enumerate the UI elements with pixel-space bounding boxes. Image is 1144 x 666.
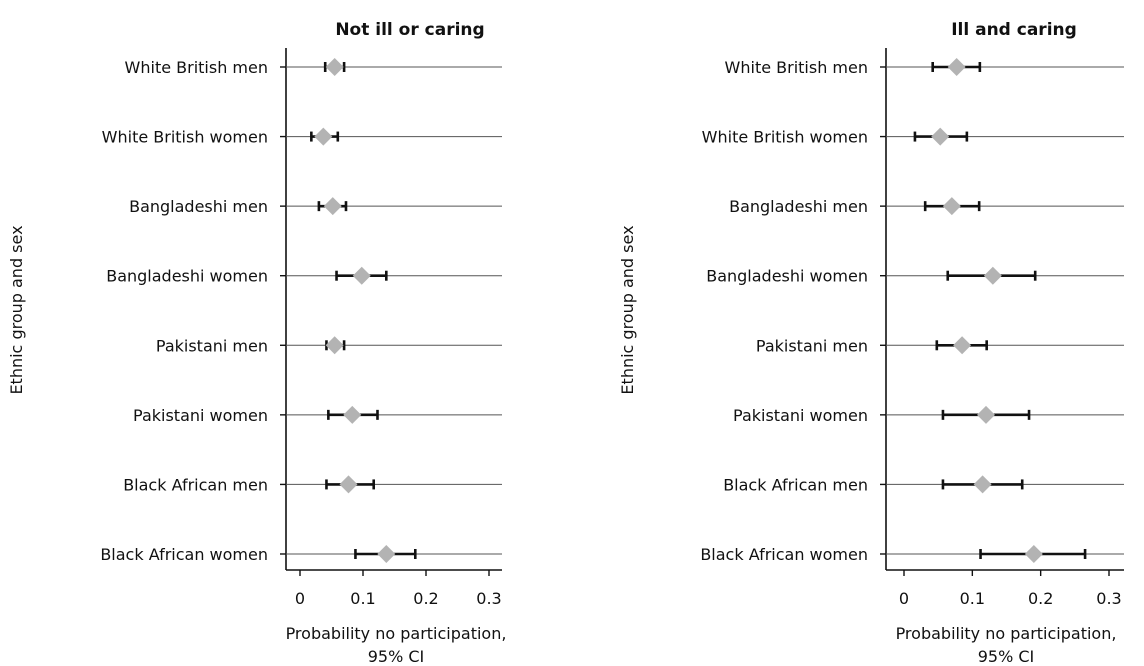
left-category-label: Pakistani men [156,336,268,355]
right-x-axis-label: 95% CI [978,647,1035,666]
right-panel-title: Ill and caring [951,20,1077,40]
left-point-estimate-marker [343,405,362,424]
right-point-estimate-marker [953,336,972,355]
right-x-tick-label: 0 [899,589,909,608]
right-x-tick-label: 0.3 [1096,589,1121,608]
right-row: White British men [725,58,1124,77]
left-row: Pakistani women [133,405,502,425]
right-x-axis-label: Probability no participation, [896,624,1117,643]
right-row: Pakistani men [756,336,1124,355]
left-panel-title: Not ill or caring [335,20,484,40]
right-x-tick-label: 0.1 [960,589,985,608]
right-point-estimate-marker [942,197,961,216]
right-category-label: Black African women [700,545,868,564]
right-x-tick-label: 0.2 [1028,589,1053,608]
left-panel: Not ill or caring Ethnic group and sex 0 0.… [7,20,506,666]
left-x-tick-label: 0.2 [413,589,438,608]
right-row: Black African women [700,544,1124,564]
right-point-estimate-marker [1024,544,1043,563]
left-category-label: Bangladeshi women [106,267,268,286]
left-y-axis-label: Ethnic group and sex [7,225,26,394]
left-category-label: Black African women [100,545,268,564]
right-category-label: Pakistani women [733,406,868,425]
left-row: Black African men [123,475,502,494]
right-point-estimate-marker [983,266,1002,285]
left-point-estimate-marker [325,58,344,76]
left-point-estimate-marker [352,266,371,285]
right-row: Bangladeshi men [729,197,1124,216]
right-category-label: Black African men [723,475,868,494]
right-category-label: Bangladeshi men [729,197,868,216]
left-category-label: Pakistani women [133,406,268,425]
right-point-estimate-marker [973,475,992,494]
right-y-axis-label: Ethnic group and sex [618,225,637,394]
left-point-estimate-marker [314,127,333,146]
right-category-label: Pakistani men [756,336,868,355]
left-row: Pakistani men [156,336,502,355]
right-category-label: Bangladeshi women [706,267,868,286]
left-row: White British men [125,58,502,77]
right-row: Bangladeshi women [706,266,1124,286]
right-point-estimate-marker [977,405,995,424]
right-row: Pakistani women [733,405,1124,425]
left-category-label: Black African men [123,475,268,494]
left-row: White British women [102,127,502,147]
left-category-label: White British men [125,58,268,77]
left-point-estimate-marker [339,475,358,494]
left-x-axis-label: Probability no participation, [286,624,507,643]
left-category-label: Bangladeshi men [129,197,268,216]
right-row: White British women [702,127,1124,147]
right-row: Black African men [723,475,1124,494]
left-x-axis-label: 95% CI [368,647,425,666]
right-panel: Ill and caring Ethnic group and sex 0 0.1 0.… [618,20,1124,666]
left-point-estimate-marker [325,336,344,355]
left-x-tick-label: 0 [295,589,305,608]
right-category-label: White British women [702,128,868,147]
left-row: Bangladeshi men [129,197,502,216]
right-point-estimate-marker [947,58,966,76]
left-x-tick-label: 0.3 [476,589,501,608]
left-row: Black African women [100,544,502,564]
right-category-label: White British men [725,58,868,77]
right-point-estimate-marker [931,127,950,146]
left-x-tick-label: 0.1 [350,589,375,608]
left-category-label: White British women [102,128,268,147]
left-point-estimate-marker [377,544,396,563]
left-row: Bangladeshi women [106,266,502,286]
left-point-estimate-marker [323,197,342,216]
